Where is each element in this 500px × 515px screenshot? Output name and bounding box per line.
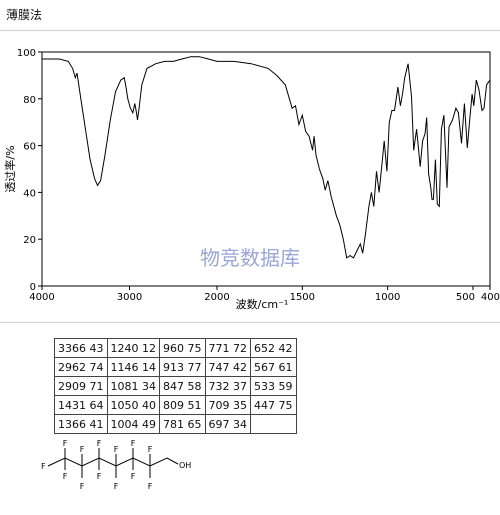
y-axis-ticks: 0 20 40 60 80 100 xyxy=(17,48,42,293)
x-tick-label: 500 xyxy=(456,292,475,303)
table-cell: 1050 40 xyxy=(106,395,160,415)
x-tick-label: 1000 xyxy=(375,292,400,303)
table-cell: 567 61 xyxy=(250,357,297,377)
y-tick-label: 100 xyxy=(17,48,36,59)
x-axis-ticks: 4000 3000 2000 1500 1000 500 400 xyxy=(29,286,500,303)
y-tick-label: 0 xyxy=(30,282,36,293)
y-tick-label: 60 xyxy=(23,142,36,153)
table-cell: 1366 41 xyxy=(54,414,108,434)
table-cell: 771 72 xyxy=(204,338,251,358)
y-tick-label: 20 xyxy=(23,235,36,246)
y-axis-label: 透过率/% xyxy=(3,145,17,192)
spectrum-line xyxy=(42,56,491,259)
table-cell: 3366 43 xyxy=(54,338,108,358)
atom-label: F xyxy=(148,482,153,491)
table-cell: 747 42 xyxy=(204,357,251,377)
watermark: 物竞数据库 xyxy=(200,246,300,270)
table-row: 3366 43 1240 12 960 75 771 72 652 42 xyxy=(54,338,297,358)
table-row: 1366 41 1004 49 781 65 697 34 xyxy=(54,414,297,434)
atom-label: OH xyxy=(179,461,191,470)
table-cell: 1431 64 xyxy=(54,395,108,415)
table-cell: 1004 49 xyxy=(106,414,160,434)
table-cell: 847 58 xyxy=(159,376,206,396)
atom-label: F xyxy=(97,439,102,448)
y-tick-label: 80 xyxy=(23,95,36,106)
top-divider xyxy=(0,30,500,31)
atom-label: F xyxy=(63,472,68,481)
x-tick-label: 3000 xyxy=(117,292,142,303)
table-cell xyxy=(250,414,297,434)
x-axis-label: 波数/cm⁻¹ xyxy=(236,298,289,310)
table-cell: 732 37 xyxy=(204,376,251,396)
x-tick-label: 400 xyxy=(481,292,500,303)
atom-label: F xyxy=(63,439,68,448)
table-cell: 447 75 xyxy=(250,395,297,415)
atom-label: F xyxy=(41,462,46,471)
atom-label: F xyxy=(148,445,153,454)
table-row: 2962 74 1146 14 913 77 747 42 567 61 xyxy=(54,357,297,377)
table-cell: 1081 34 xyxy=(106,376,160,396)
peak-table: 3366 43 1240 12 960 75 771 72 652 42 2962 74 1… xyxy=(54,338,297,434)
table-cell: 960 75 xyxy=(159,338,206,358)
table-row: 1431 64 1050 40 809 51 709 35 447 75 xyxy=(54,395,297,415)
table-cell: 1146 14 xyxy=(106,357,160,377)
carbon-chain xyxy=(47,457,179,467)
table-cell: 1240 12 xyxy=(106,338,160,358)
table-cell: 2909 71 xyxy=(54,376,108,396)
atom-label: F xyxy=(80,482,85,491)
ir-spectrum-chart: 4000 3000 2000 1500 1000 500 400 020406080100 … xyxy=(3,48,500,310)
x-tick-label: 1500 xyxy=(290,292,315,303)
atom-label: F xyxy=(80,445,85,454)
table-cell: 533 59 xyxy=(250,376,297,396)
method-title: 薄膜法 xyxy=(6,8,43,22)
fluorine-bonds xyxy=(64,448,151,478)
table-cell: 709 35 xyxy=(204,395,251,415)
atom-labels: F F F F F F F F F F F F F OH xyxy=(41,439,191,491)
table-row: 2909 71 1081 34 847 58 732 37 533 59 xyxy=(54,376,297,396)
table-cell: 781 65 xyxy=(159,414,206,434)
table-cell: 913 77 xyxy=(159,357,206,377)
plot-frame xyxy=(41,51,491,287)
x-tick-label: 4000 xyxy=(29,292,54,303)
table-cell: 652 42 xyxy=(250,338,297,358)
structure-formula: F F F F F F F F F F F F F OH xyxy=(41,439,191,491)
atom-label: F xyxy=(114,482,119,491)
y-tick-label: 40 xyxy=(23,188,36,199)
middle-divider xyxy=(0,322,500,323)
atom-label: F xyxy=(97,472,102,481)
table-cell: 2962 74 xyxy=(54,357,108,377)
atom-label: F xyxy=(131,472,136,481)
table-cell: 809 51 xyxy=(159,395,206,415)
table-cell: 697 34 xyxy=(204,414,251,434)
x-tick-label: 2000 xyxy=(204,292,229,303)
atom-label: F xyxy=(114,445,119,454)
atom-label: F xyxy=(131,439,136,448)
